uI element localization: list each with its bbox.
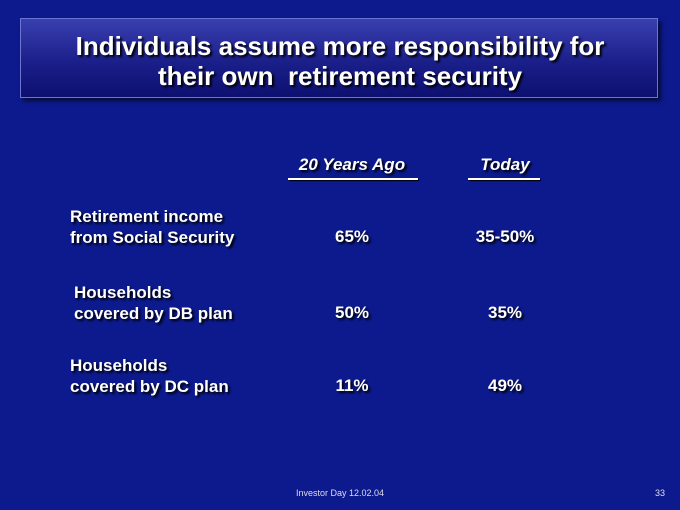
header-underline	[288, 178, 418, 180]
cell-value: 35-50%	[475, 227, 535, 246]
cell-value: 35%	[487, 303, 523, 322]
header-underline	[468, 178, 540, 180]
row-label: Households	[70, 356, 168, 375]
page-number: 33	[655, 488, 666, 498]
footer-text: Investor Day 12.02.04	[295, 488, 385, 498]
title-line: Individuals assume more responsibility f…	[75, 31, 605, 61]
cell-value: 11%	[335, 376, 369, 395]
row-label: from Social Security	[70, 228, 235, 247]
cell-value: 65%	[334, 227, 370, 246]
row-label: Retirement income	[70, 207, 224, 226]
cell-value: 49%	[487, 376, 523, 395]
row-label: covered by DC plan	[70, 377, 229, 396]
column-header: Today	[480, 155, 530, 174]
row-label: covered by DB plan	[74, 304, 233, 323]
row-label: Households	[74, 283, 172, 302]
title-line: their own retirement security	[157, 61, 523, 91]
column-header: 20 Years Ago	[298, 155, 406, 174]
title-box: Individuals assume more responsibility f…	[20, 18, 658, 98]
cell-value: 50%	[334, 303, 370, 322]
